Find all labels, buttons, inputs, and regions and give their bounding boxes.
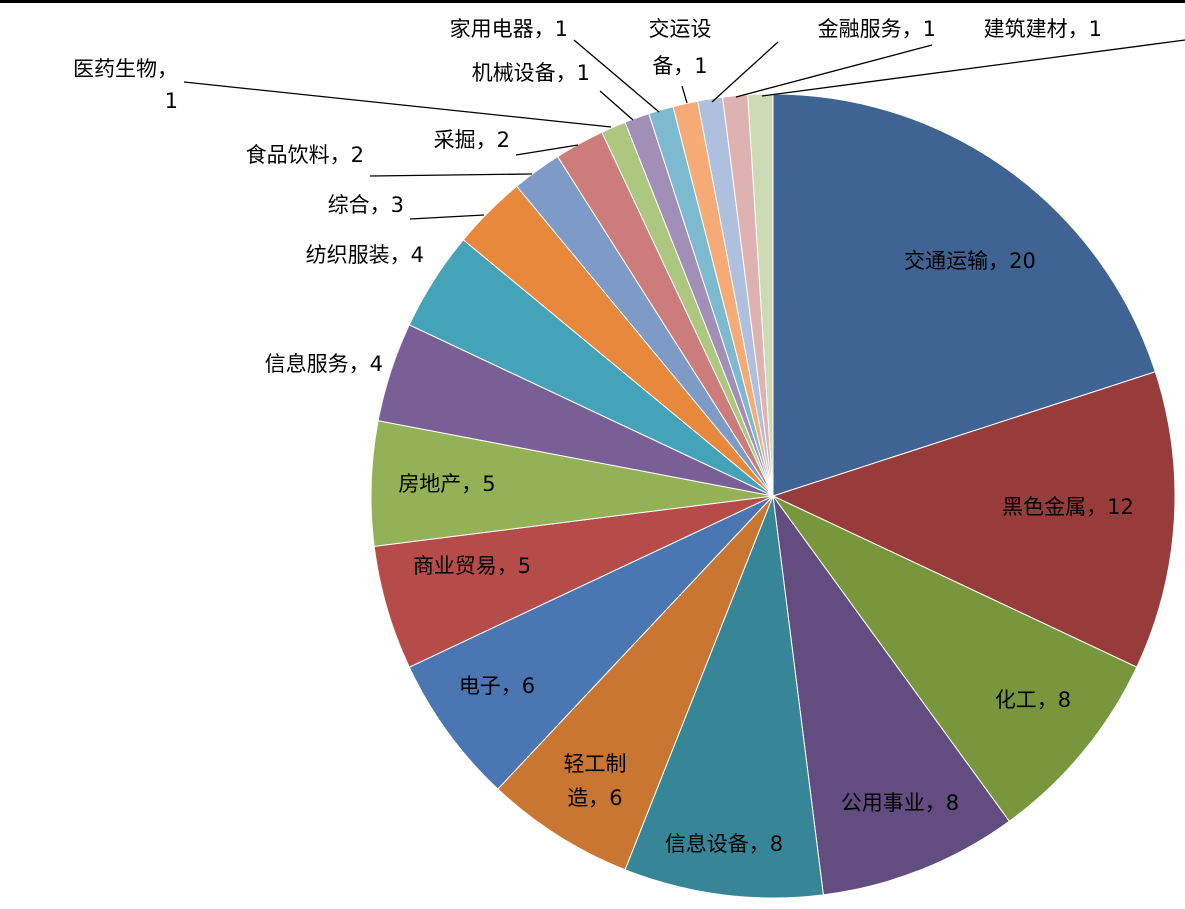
slice-label-19: 金融服务，1 (818, 17, 936, 41)
slice-label-12: 综合，3 (328, 193, 404, 217)
leader-line-20 (735, 44, 933, 98)
slice-label-3: 化工，8 (995, 688, 1071, 712)
slice-label-4: 公用事业，8 (841, 791, 959, 815)
slice-label-2: 黑色金属，12 (1002, 495, 1134, 519)
slice-labels: 交通运输，20 黑色金属，12 化工，8 公用事业，8 信息设备，8 轻工制造，6 电子，6… (73, 17, 1134, 856)
slice-label-5: 信息设备，8 (665, 832, 783, 856)
pie-slices (370, 93, 1176, 899)
pie-slice-7 (408, 495, 774, 790)
leader-line-14 (515, 144, 579, 156)
pie-slice-1 (772, 93, 1156, 497)
slice-label-17: 家用电器，1 (450, 17, 568, 41)
top-border-line (0, 0, 1185, 3)
leader-lines (183, 39, 1185, 220)
leader-line-13 (369, 173, 533, 177)
leader-line-12 (409, 214, 485, 220)
pie-slice-4 (772, 495, 1010, 896)
pie-slice-5 (624, 495, 824, 899)
slice-label-16: 机械设备，1 (472, 61, 590, 85)
slice-label-20: 建筑建材，1 (984, 17, 1102, 41)
slice-label-7: 电子，6 (459, 674, 535, 698)
slice-label-11: 纺织服装，4 (306, 243, 424, 267)
leader-line-19 (711, 41, 779, 103)
slice-label-13: 食品饮料，2 (246, 143, 364, 167)
slice-label-10: 信息服务，4 (265, 352, 383, 376)
pie-slice-2 (771, 371, 1176, 668)
slice-label-8: 商业贸易，5 (413, 554, 531, 578)
slice-label-14: 采掘，2 (434, 128, 510, 152)
slice-label-1: 交通运输，20 (904, 249, 1036, 273)
slice-label-15: 医药生物， 1 (73, 57, 178, 113)
pie-slice-3 (772, 495, 1138, 822)
leader-line-17 (573, 39, 660, 113)
pie-slice-6 (497, 495, 774, 871)
leader-line-18 (681, 85, 688, 104)
leader-line-15 (183, 81, 612, 128)
leader-line-16 (599, 90, 634, 121)
leader-line-21 (761, 39, 1185, 97)
slice-label-6: 轻工制造，6 (564, 752, 627, 810)
slice-label-9: 房地产，5 (398, 472, 495, 496)
slice-label-18: 交运设备，1 (649, 17, 712, 78)
